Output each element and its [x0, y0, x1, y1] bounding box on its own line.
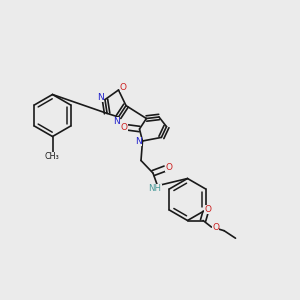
Text: NH: NH	[148, 184, 162, 193]
Text: N: N	[114, 117, 120, 126]
Text: O: O	[119, 83, 127, 92]
Text: CH₃: CH₃	[44, 152, 59, 161]
Text: N: N	[135, 137, 142, 146]
Text: O: O	[204, 205, 211, 214]
Text: O: O	[212, 223, 219, 232]
Text: O: O	[165, 163, 172, 172]
Text: N: N	[97, 93, 104, 102]
Text: O: O	[121, 123, 128, 132]
